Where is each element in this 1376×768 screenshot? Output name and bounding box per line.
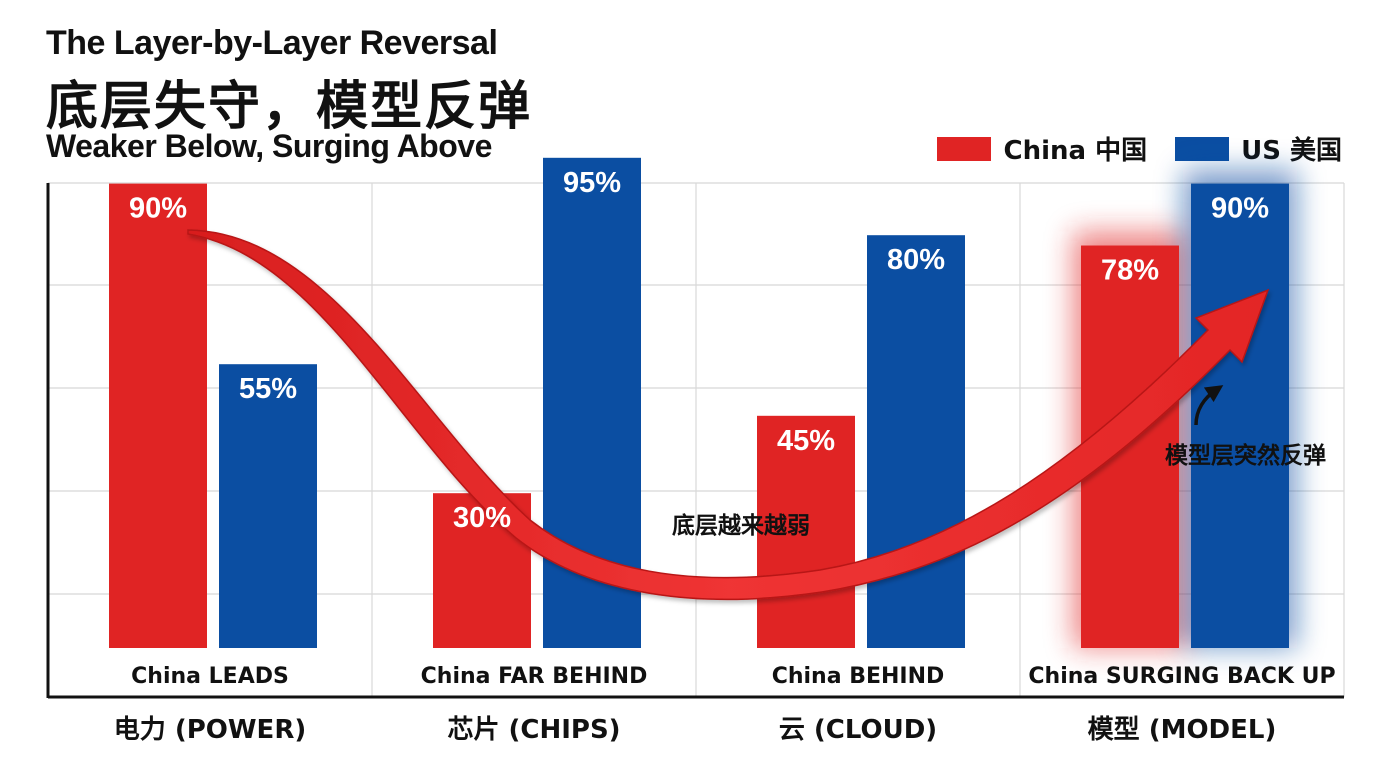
legend-label-us: US 美国	[1241, 136, 1342, 166]
legend-item-china: China 中国	[937, 130, 1147, 167]
bar-us-3	[1191, 183, 1289, 648]
legend-swatch-china	[937, 136, 992, 161]
annotation-arrow	[1194, 385, 1224, 426]
annotation-bottom-weakening: 底层越来越弱	[672, 512, 810, 539]
data-label-us-3: 90%	[1211, 193, 1269, 225]
legend-swatch-us	[1175, 136, 1230, 161]
trend-arrow-body	[187, 229, 1270, 601]
data-label-china-3: 78%	[1101, 255, 1159, 287]
data-label-china-0: 90%	[129, 193, 187, 225]
data-label-china-1: 30%	[453, 502, 511, 534]
chart-title-en: The Layer-by-Layer Reversal	[46, 24, 498, 62]
bar-us-0	[219, 364, 317, 648]
legend: China 中国 US 美国	[937, 130, 1342, 167]
data-label-us-1: 95%	[563, 167, 621, 199]
category-label-2: 云 (CLOUD)	[779, 715, 937, 745]
annotation-model-rebound: 模型层突然反弹	[1165, 442, 1326, 469]
legend-label-china: China 中国	[1003, 136, 1148, 166]
legend-item-us: US 美国	[1175, 130, 1342, 167]
data-label-china-2: 45%	[777, 425, 835, 457]
bar-china-2	[757, 415, 855, 648]
chart-title-zh: 底层失守，模型反弹	[46, 77, 533, 137]
category-label-0: 电力 (POWER)	[114, 715, 306, 745]
category-label-3: 模型 (MODEL)	[1088, 715, 1277, 745]
labels: 90% 55% China LEADS 电力 (POWER) 30% 95% China F…	[114, 167, 1336, 745]
bar-us-2	[867, 235, 965, 648]
category-label-1: 芯片 (CHIPS)	[447, 715, 620, 745]
status-label-1: China FAR BEHIND	[421, 664, 648, 689]
status-label-0: China LEADS	[131, 664, 289, 689]
trend-arrow	[187, 229, 1270, 601]
data-label-us-2: 80%	[887, 244, 945, 276]
chart-subtitle: Weaker Below, Surging Above	[46, 128, 492, 164]
bar-china-0	[109, 183, 207, 648]
status-label-2: China BEHIND	[772, 664, 945, 689]
data-label-us-0: 55%	[239, 373, 297, 405]
status-label-3: China SURGING BACK UP	[1028, 664, 1335, 689]
